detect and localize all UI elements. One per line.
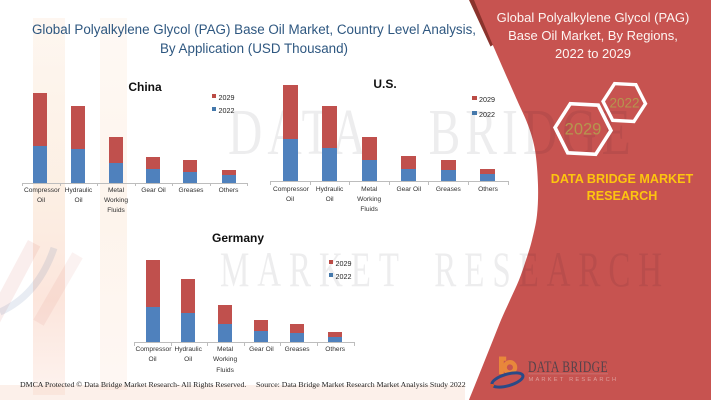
svg-text:MARKET RESEARCH: MARKET RESEARCH [529,377,619,383]
svg-text:2029: 2029 [565,121,602,139]
svg-text:DATA BRIDGE: DATA BRIDGE [528,359,608,376]
svg-text:2022: 2022 [609,96,639,111]
